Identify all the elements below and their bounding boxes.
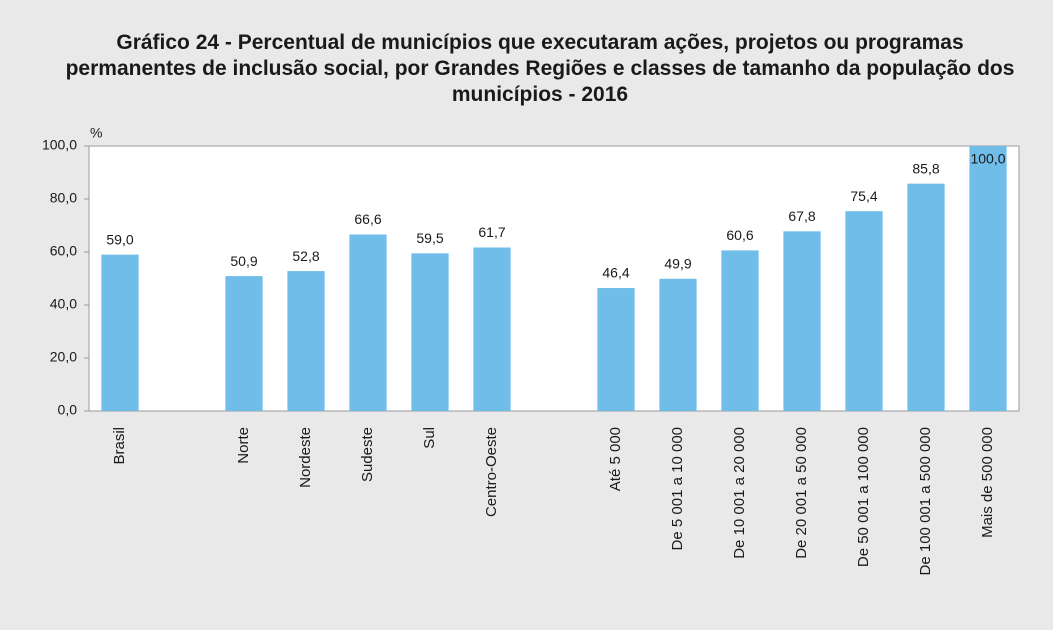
x-tick-label: Brasil — [111, 427, 128, 465]
bar — [907, 183, 945, 411]
data-label: 50,9 — [230, 253, 257, 269]
data-label: 100,0 — [970, 151, 1005, 167]
bar — [597, 288, 635, 411]
y-tick-label: 40,0 — [50, 296, 77, 312]
y-tick-label: 100,0 — [42, 137, 77, 153]
y-tick-label: 0,0 — [58, 402, 78, 418]
x-tick-label: De 100 001 a 500 000 — [917, 427, 934, 575]
bar — [411, 253, 449, 411]
y-axis-label: % — [90, 125, 102, 141]
x-tick-label: Sudeste — [359, 427, 376, 482]
y-tick-label: 80,0 — [50, 190, 77, 206]
x-tick-label: Até 5 000 — [607, 427, 624, 491]
data-label: 49,9 — [664, 255, 691, 271]
data-label: 46,4 — [602, 265, 629, 281]
bar — [969, 146, 1007, 411]
data-label: 52,8 — [292, 248, 319, 264]
x-tick-label: De 50 001 a 100 000 — [855, 427, 872, 567]
data-label: 67,8 — [788, 208, 815, 224]
bar — [101, 254, 139, 411]
bar — [845, 211, 883, 411]
data-label: 59,0 — [106, 231, 133, 247]
bar — [349, 234, 387, 411]
x-tick-label: Nordeste — [297, 427, 314, 488]
chart-title: Gráfico 24 - Percentual de municípios qu… — [65, 31, 1015, 106]
x-tick-label: Sul — [421, 427, 438, 449]
bar — [721, 250, 759, 411]
data-label: 59,5 — [416, 230, 443, 246]
x-tick-label: De 10 001 a 20 000 — [731, 427, 748, 559]
x-tick-label: De 20 001 a 50 000 — [793, 427, 810, 559]
y-tick-label: 20,0 — [50, 349, 77, 365]
data-label: 75,4 — [850, 188, 877, 204]
x-tick-label: Norte — [235, 427, 252, 464]
bar — [287, 271, 325, 411]
x-tick-label: Centro-Oeste — [483, 427, 500, 517]
x-tick-label: De 5 001 a 10 000 — [669, 427, 686, 550]
data-label: 61,7 — [478, 224, 505, 240]
data-label: 85,8 — [912, 160, 939, 176]
bar — [659, 278, 697, 411]
y-tick-label: 60,0 — [50, 243, 77, 259]
x-tick-label: Mais de 500 000 — [979, 427, 996, 538]
bar — [783, 231, 821, 411]
bar — [473, 247, 511, 411]
data-label: 60,6 — [726, 227, 753, 243]
bar — [225, 276, 263, 411]
data-label: 66,6 — [354, 211, 381, 227]
